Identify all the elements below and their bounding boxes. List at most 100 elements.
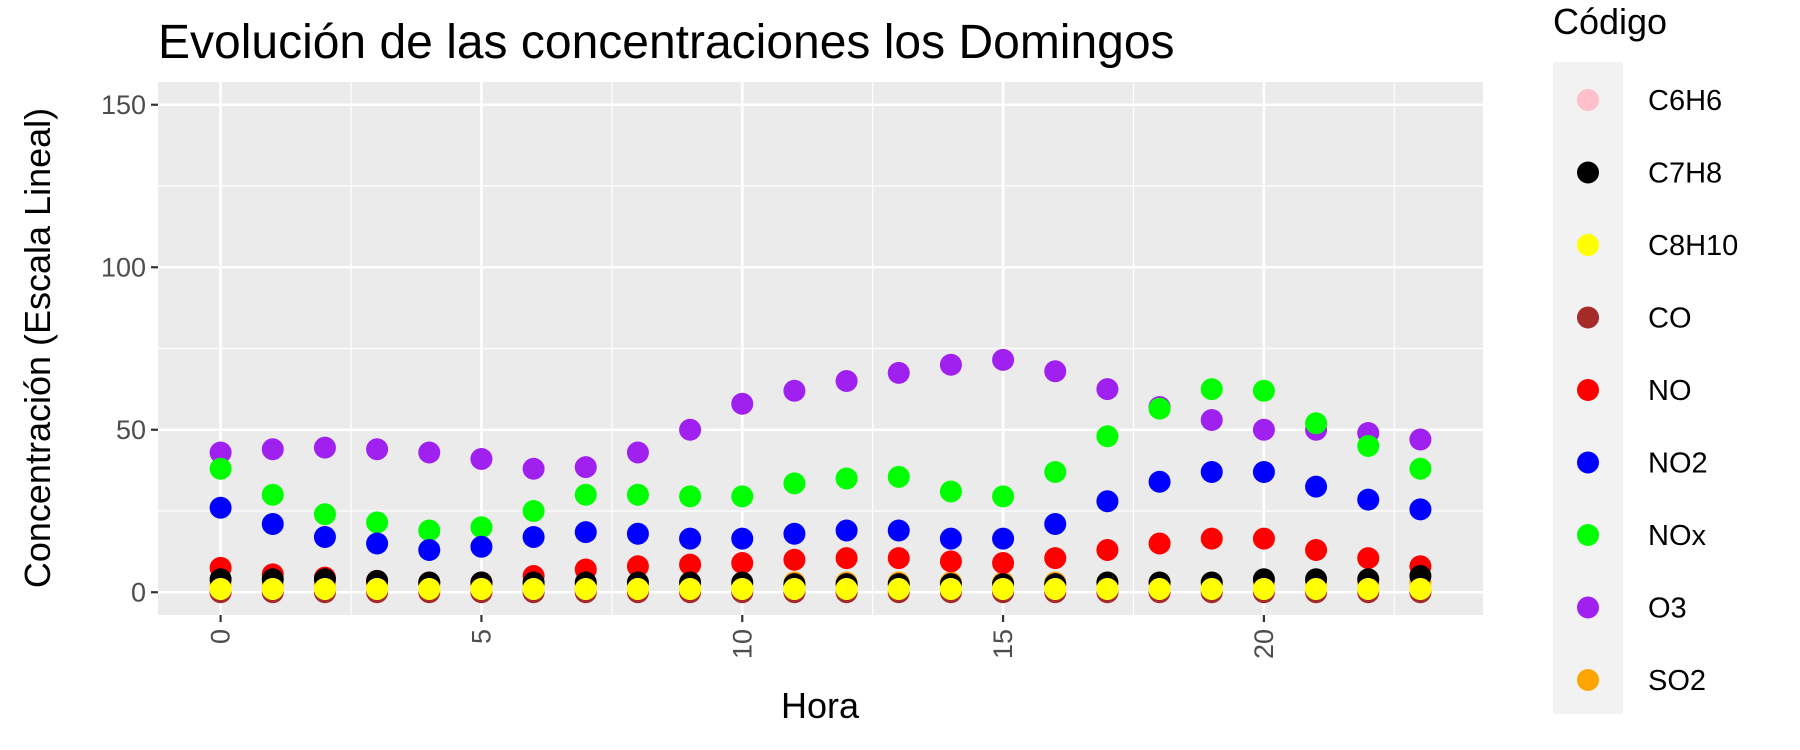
point-c8h10 xyxy=(992,578,1015,600)
legend-label-o3: O3 xyxy=(1648,593,1687,625)
legend-key-no2 xyxy=(1577,451,1599,474)
point-nox xyxy=(209,457,232,480)
x-tick-label: 15 xyxy=(988,629,1018,659)
point-o3 xyxy=(574,456,597,479)
legend-key-nox xyxy=(1577,524,1599,546)
series-no2 xyxy=(209,461,1432,561)
series-o3 xyxy=(209,348,1432,480)
y-tick-label: 150 xyxy=(101,90,146,120)
point-c8h10 xyxy=(1409,578,1432,600)
point-c8h10 xyxy=(1044,578,1067,600)
legend-key-c8h10 xyxy=(1577,234,1599,256)
point-no xyxy=(1148,532,1171,555)
point-o3 xyxy=(679,418,702,441)
chart-title: Evolución de las concentraciones los Dom… xyxy=(158,16,1175,69)
point-nox xyxy=(939,480,962,503)
point-no xyxy=(835,547,858,570)
legend-label-co: CO xyxy=(1648,303,1692,335)
x-tick-label: 20 xyxy=(1249,629,1279,659)
point-o3 xyxy=(1252,418,1275,441)
point-c8h10 xyxy=(626,578,649,600)
point-nox xyxy=(731,485,754,508)
point-o3 xyxy=(1200,409,1223,431)
point-o3 xyxy=(939,353,962,376)
legend-label-nox: NOx xyxy=(1648,520,1707,552)
point-no2 xyxy=(1148,470,1171,493)
y-tick-label: 50 xyxy=(116,415,146,445)
point-nox xyxy=(1357,435,1380,457)
point-no2 xyxy=(1200,461,1223,483)
point-nox xyxy=(522,500,545,522)
point-no xyxy=(1252,527,1275,550)
point-c8h10 xyxy=(261,578,284,600)
series-c8h10 xyxy=(209,578,1432,600)
point-no2 xyxy=(313,526,336,548)
point-o3 xyxy=(835,370,858,392)
legend: Código C6H6 C7H8 C8H10 CO NO NO2 NOx O3 SO2 xyxy=(1553,1,1738,714)
point-o3 xyxy=(209,441,232,464)
legend-title: Código xyxy=(1553,1,1667,42)
legend-key-o3 xyxy=(1577,596,1599,619)
point-no2 xyxy=(209,496,232,519)
point-no xyxy=(626,555,649,578)
point-no2 xyxy=(418,539,441,561)
point-nox xyxy=(1252,379,1275,402)
point-no2 xyxy=(1044,513,1067,535)
point-o3 xyxy=(313,436,336,459)
point-c8h10 xyxy=(1305,578,1328,600)
point-nox xyxy=(1044,461,1067,483)
point-o3 xyxy=(626,441,649,464)
point-no2 xyxy=(366,532,389,555)
point-nox xyxy=(887,465,910,488)
point-no2 xyxy=(887,519,910,542)
point-o3 xyxy=(470,448,493,470)
x-axis-title: Hora xyxy=(781,685,860,726)
legend-key-c6h6 xyxy=(1577,89,1599,111)
data-points xyxy=(209,348,1432,604)
point-nox xyxy=(1305,412,1328,435)
legend-label-no: NO xyxy=(1648,375,1692,407)
point-nox xyxy=(992,485,1015,508)
legend-key-so2 xyxy=(1577,669,1599,691)
point-no2 xyxy=(1305,475,1328,498)
point-no xyxy=(939,550,962,573)
point-no xyxy=(1096,539,1119,561)
point-c8h10 xyxy=(366,578,389,600)
point-no2 xyxy=(522,526,545,548)
legend-key-co xyxy=(1577,306,1599,329)
point-o3 xyxy=(366,438,389,461)
point-no2 xyxy=(574,521,597,544)
x-tick-label: 5 xyxy=(466,629,496,644)
point-c8h10 xyxy=(1252,578,1275,600)
point-nox xyxy=(679,485,702,508)
point-no xyxy=(679,553,702,576)
point-c8h10 xyxy=(522,578,545,600)
point-o3 xyxy=(1409,428,1432,451)
point-no xyxy=(887,547,910,570)
point-nox xyxy=(261,483,284,506)
legend-label-no2: NO2 xyxy=(1648,448,1708,480)
legend-label-so2: SO2 xyxy=(1648,665,1706,697)
legend-key-c7h8 xyxy=(1577,161,1599,184)
point-c8h10 xyxy=(209,578,232,600)
y-axis-title: Concentración (Escala Lineal) xyxy=(17,108,58,588)
point-c8h10 xyxy=(574,578,597,600)
point-o3 xyxy=(992,348,1015,371)
point-no2 xyxy=(939,527,962,550)
point-nox xyxy=(418,519,441,542)
point-no2 xyxy=(1409,498,1432,521)
point-c8h10 xyxy=(313,578,336,600)
point-no2 xyxy=(679,527,702,550)
point-no2 xyxy=(261,513,284,535)
point-no xyxy=(1305,539,1328,561)
point-nox xyxy=(783,472,806,495)
point-o3 xyxy=(1044,360,1067,383)
point-c8h10 xyxy=(1096,578,1119,600)
point-nox xyxy=(626,483,649,506)
point-c8h10 xyxy=(835,578,858,600)
y-tick-label: 0 xyxy=(131,577,146,607)
axes: 0 5 10 15 20 0 50 100 150 xyxy=(101,90,1279,659)
point-o3 xyxy=(522,457,545,480)
point-no2 xyxy=(1252,461,1275,483)
